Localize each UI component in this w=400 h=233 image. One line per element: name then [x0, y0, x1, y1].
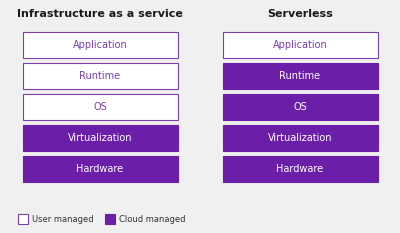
- Text: Virtualization: Virtualization: [68, 133, 132, 143]
- FancyBboxPatch shape: [222, 94, 378, 120]
- FancyBboxPatch shape: [222, 32, 378, 58]
- FancyBboxPatch shape: [105, 214, 115, 224]
- Text: Application: Application: [73, 40, 127, 50]
- Text: Hardware: Hardware: [276, 164, 324, 174]
- FancyBboxPatch shape: [22, 125, 178, 151]
- FancyBboxPatch shape: [222, 125, 378, 151]
- Text: Hardware: Hardware: [76, 164, 124, 174]
- FancyBboxPatch shape: [222, 156, 378, 182]
- Text: OS: OS: [93, 102, 107, 112]
- Text: Application: Application: [273, 40, 327, 50]
- Text: OS: OS: [293, 102, 307, 112]
- Text: User managed: User managed: [32, 215, 94, 223]
- FancyBboxPatch shape: [22, 63, 178, 89]
- Text: Runtime: Runtime: [280, 71, 320, 81]
- Text: Virtualization: Virtualization: [268, 133, 332, 143]
- Text: Cloud managed: Cloud managed: [119, 215, 186, 223]
- FancyBboxPatch shape: [22, 94, 178, 120]
- FancyBboxPatch shape: [22, 156, 178, 182]
- Text: Infrastructure as a service: Infrastructure as a service: [17, 9, 183, 19]
- FancyBboxPatch shape: [18, 214, 28, 224]
- FancyBboxPatch shape: [222, 63, 378, 89]
- Text: Serverless: Serverless: [267, 9, 333, 19]
- Text: Runtime: Runtime: [80, 71, 120, 81]
- FancyBboxPatch shape: [22, 32, 178, 58]
